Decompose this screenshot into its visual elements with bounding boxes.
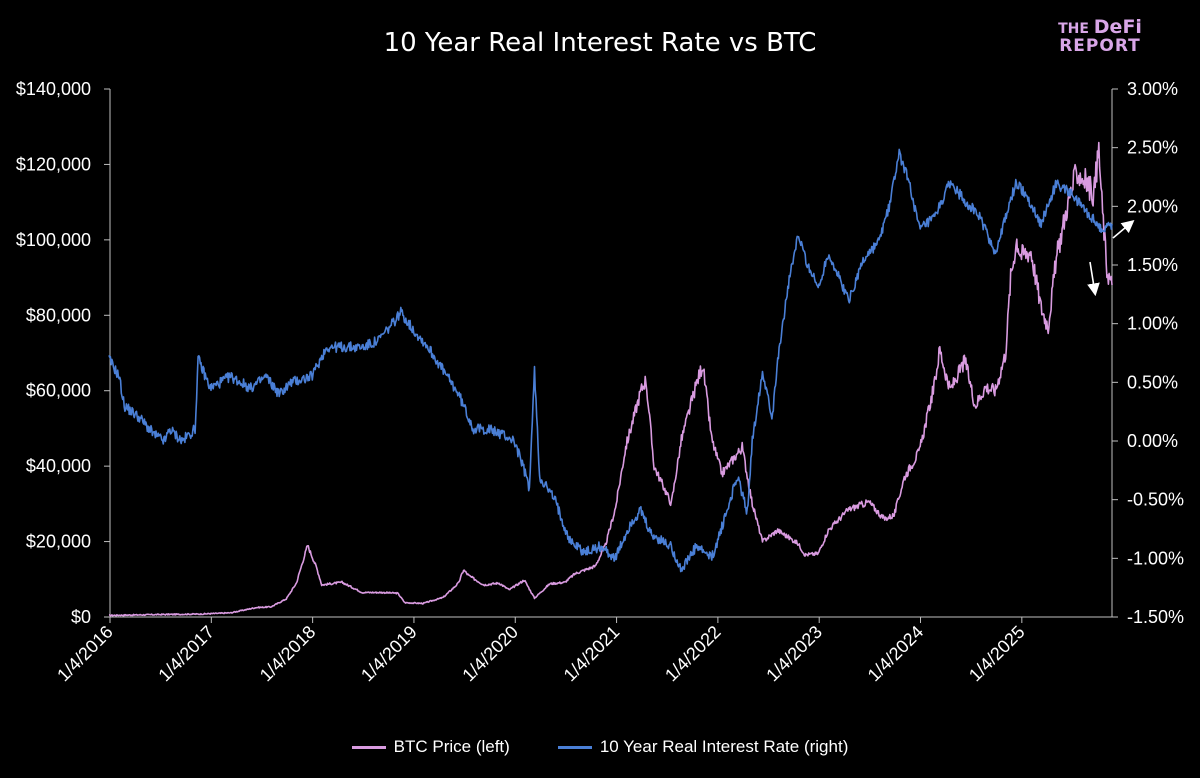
right-tick-label: 0.00%	[1127, 431, 1178, 451]
x-tick-label: 1/4/2021	[560, 622, 624, 686]
legend-item-rate: 10 Year Real Interest Rate (right)	[557, 737, 849, 757]
left-y-axis: $0 $20,000 $40,000 $60,000 $80,000 $100,000 $1…	[16, 79, 111, 627]
x-tick-label: 1/4/2016	[53, 622, 117, 686]
logo-the: THE	[1058, 21, 1089, 37]
legend-swatch-rate	[557, 745, 592, 749]
x-tick-label: 1/4/2023	[762, 622, 826, 686]
x-tick-label: 1/4/2020	[458, 622, 522, 686]
x-tick-label: 1/4/2019	[357, 622, 421, 686]
series-layer	[108, 141, 1113, 617]
right-tick-label: -1.00%	[1127, 548, 1184, 568]
legend-swatch-btc	[351, 745, 386, 749]
left-tick-label: $80,000	[26, 305, 91, 325]
right-tick-label: 1.00%	[1127, 314, 1178, 334]
left-tick-label: $60,000	[26, 381, 91, 401]
right-tick-label: 3.00%	[1127, 79, 1178, 99]
x-tick-label: 1/4/2025	[965, 622, 1029, 686]
left-tick-label: $20,000	[26, 532, 91, 552]
left-tick-label: $40,000	[26, 456, 91, 476]
right-tick-label: 0.50%	[1127, 372, 1178, 392]
right-tick-label: -1.50%	[1127, 607, 1184, 627]
btc-price-line	[108, 141, 1113, 617]
left-tick-label: $100,000	[16, 230, 91, 250]
chart-title: 10 Year Real Interest Rate vs BTC	[384, 28, 817, 58]
up-arrow	[1112, 219, 1135, 239]
chart-legend: BTC Price (left) 10 Year Real Interest R…	[0, 735, 1200, 759]
logo-defi: DeFi	[1093, 16, 1142, 38]
x-tick-label: 1/4/2017	[154, 622, 218, 686]
x-tick-label: 1/4/2024	[864, 622, 928, 686]
x-axis: 1/4/2016 1/4/2017 1/4/2018 1/4/2019 1/4/2020…	[53, 616, 1112, 686]
x-tick-label: 1/4/2022	[661, 622, 725, 686]
right-tick-label: -0.50%	[1127, 490, 1184, 510]
down-arrow	[1087, 261, 1100, 297]
right-tick-label: 1.50%	[1127, 255, 1178, 275]
legend-label-btc: BTC Price (left)	[393, 737, 510, 756]
right-y-axis: -1.50% -1.00% -0.50% 0.00% 0.50% 1.00% 1.50% 2.…	[1111, 79, 1184, 627]
right-tick-label: 2.50%	[1127, 138, 1178, 158]
legend-item-btc: BTC Price (left)	[351, 737, 510, 757]
defi-report-logo: THE DeFi REPORT	[1055, 18, 1145, 55]
left-tick-label: $0	[71, 607, 91, 627]
logo-report: REPORT	[1059, 36, 1141, 56]
x-tick-label: 1/4/2018	[256, 622, 320, 686]
trend-arrows	[1087, 219, 1135, 297]
left-tick-label: $120,000	[16, 154, 91, 174]
right-tick-label: 2.00%	[1127, 196, 1178, 216]
left-tick-label: $140,000	[16, 79, 91, 99]
legend-label-rate: 10 Year Real Interest Rate (right)	[599, 737, 849, 756]
real-rate-line	[108, 148, 1113, 573]
